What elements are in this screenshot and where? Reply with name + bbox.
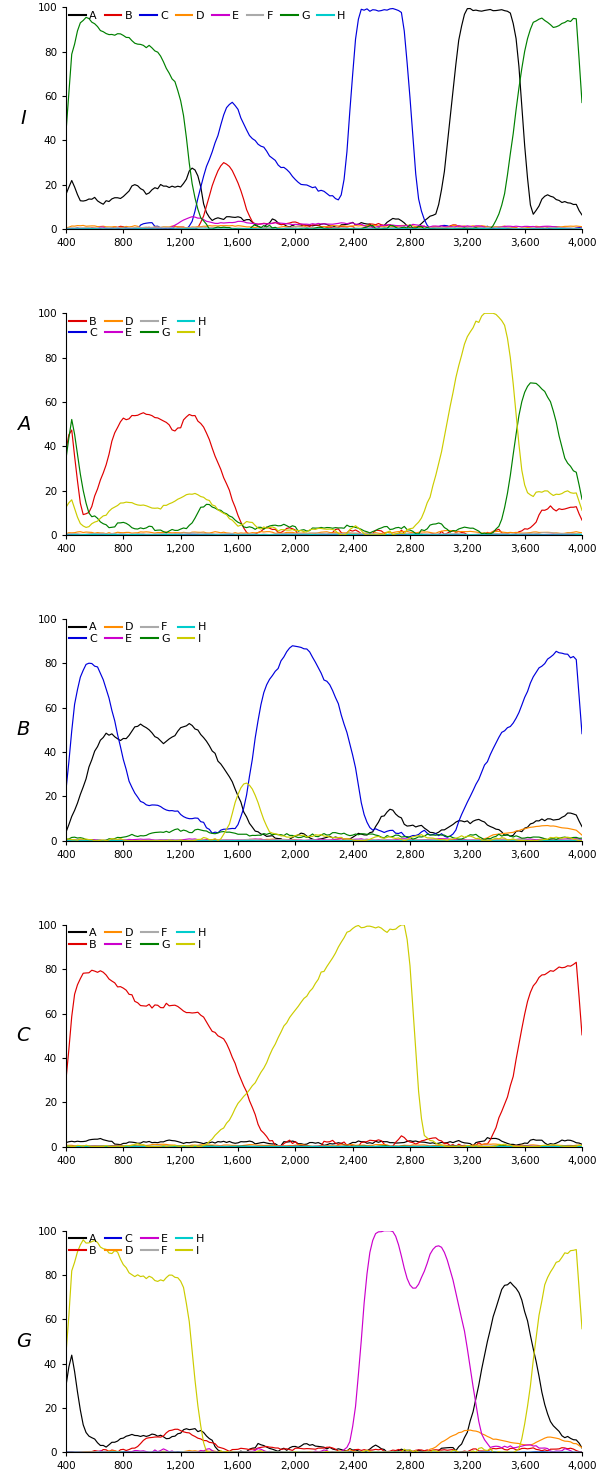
Legend: B, C, D, E, F, G, H, I: B, C, D, E, F, G, H, I	[67, 314, 208, 341]
Legend: A, B, C, D, E, F, G, H: A, B, C, D, E, F, G, H	[67, 9, 348, 22]
Y-axis label: C: C	[17, 1026, 30, 1045]
Legend: A, B, D, E, F, G, H, I: A, B, D, E, F, G, H, I	[67, 926, 208, 951]
Y-axis label: I: I	[20, 108, 26, 127]
Legend: A, B, C, D, E, F, H, I: A, B, C, D, E, F, H, I	[67, 1232, 206, 1258]
Y-axis label: B: B	[17, 720, 30, 740]
Legend: A, C, D, E, F, G, H, I: A, C, D, E, F, G, H, I	[67, 619, 208, 646]
Y-axis label: G: G	[16, 1332, 31, 1352]
Y-axis label: A: A	[17, 415, 30, 434]
